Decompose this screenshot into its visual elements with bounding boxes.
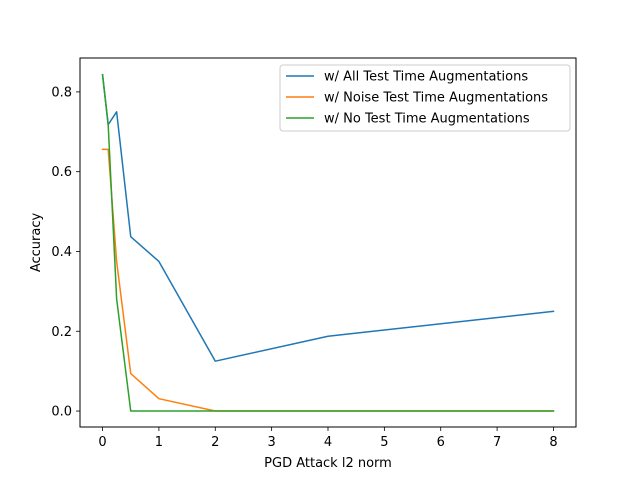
x-tick-label: 2: [211, 435, 219, 450]
legend-label: w/ No Test Time Augmentations: [324, 112, 530, 127]
x-tick-label: 3: [267, 435, 275, 450]
x-tick-label: 8: [549, 435, 557, 450]
legend: w/ All Test Time Augmentations w/ Noise T…: [279, 64, 571, 132]
y-tick-label: 0.2: [51, 325, 72, 340]
x-tick-label: 7: [493, 435, 501, 450]
x-axis-label: PGD Attack l2 norm: [264, 456, 392, 471]
series-lines: [101, 73, 555, 412]
x-tick-label: 1: [155, 435, 163, 450]
x-tick-label: 5: [380, 435, 388, 450]
y-axis-ticks: 0.0 0.2 0.4 0.6 0.8: [51, 85, 80, 420]
y-tick-label: 0.6: [51, 165, 72, 180]
legend-label: w/ Noise Test Time Augmentations: [324, 91, 548, 106]
series-line-1: [101, 73, 555, 362]
y-tick-label: 0.0: [51, 405, 72, 420]
legend-label: w/ All Test Time Augmentations: [324, 70, 528, 85]
legend-box: [279, 64, 571, 132]
y-tick-label: 0.8: [51, 85, 72, 100]
x-tick-label: 0: [98, 435, 106, 450]
y-axis-label: Accuracy: [29, 213, 44, 273]
x-tick-label: 6: [437, 435, 445, 450]
y-tick-label: 0.4: [51, 245, 72, 260]
series-line-3: [101, 73, 555, 412]
x-axis-ticks: 0 1 2 3 4 5 6 7 8: [98, 427, 558, 450]
x-tick-label: 4: [324, 435, 332, 450]
